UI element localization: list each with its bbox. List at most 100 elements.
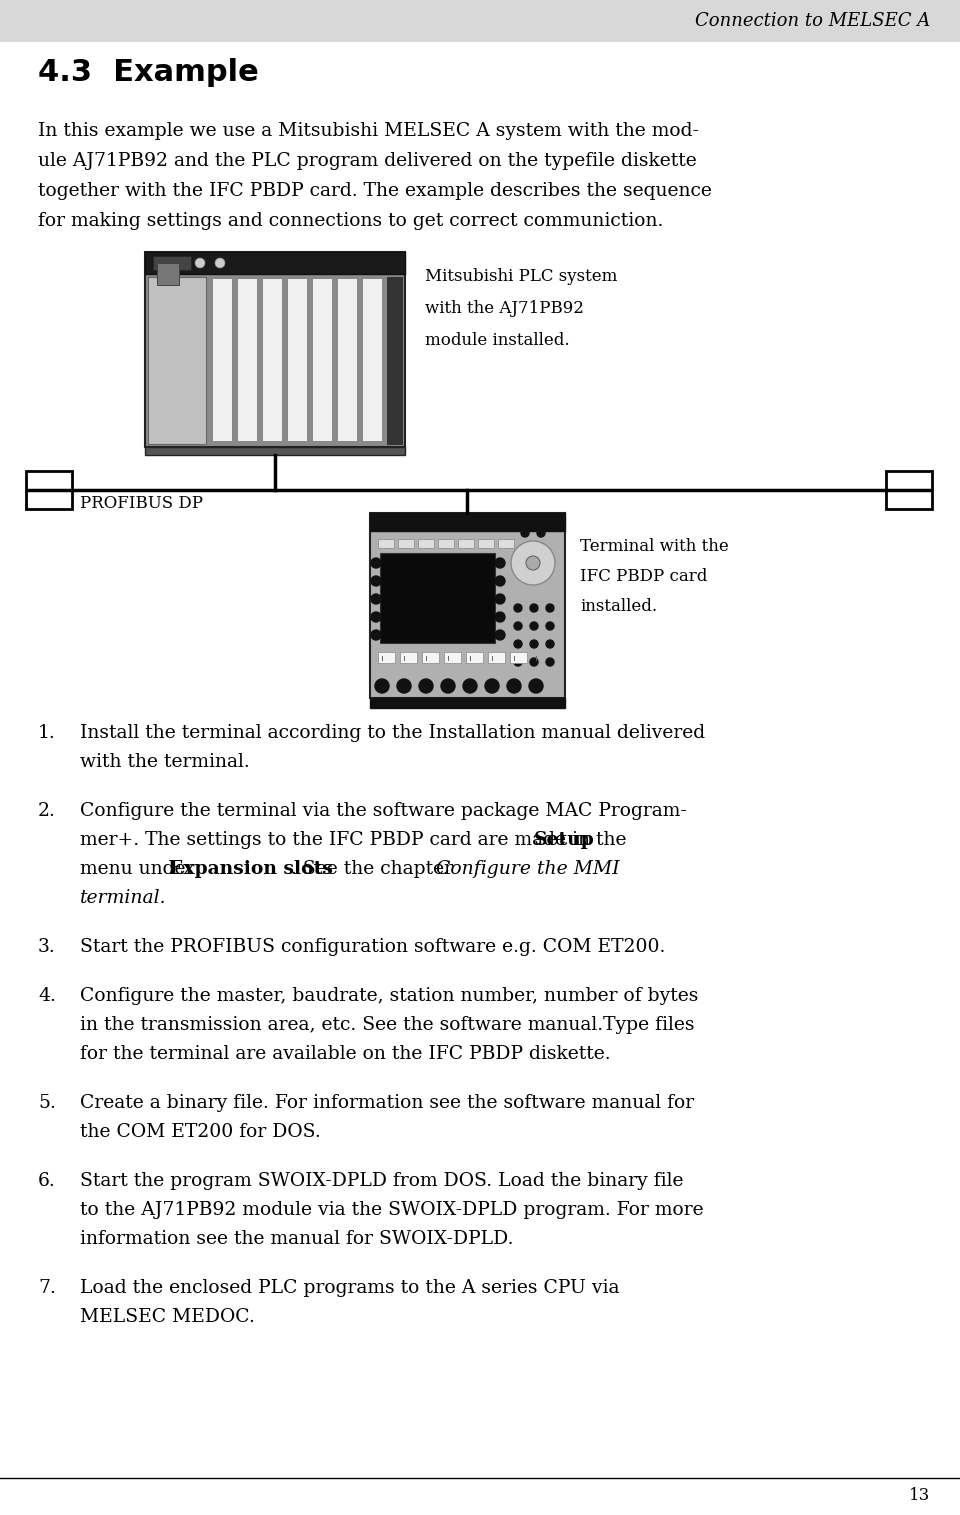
- Circle shape: [514, 639, 522, 648]
- Text: menu under: menu under: [80, 861, 201, 879]
- Bar: [145, 251, 405, 274]
- Bar: [157, 264, 179, 285]
- Text: ule AJ71PB92 and the PLC program delivered on the typefile diskette: ule AJ71PB92 and the PLC program deliver…: [38, 152, 697, 170]
- Circle shape: [514, 604, 522, 612]
- Circle shape: [530, 658, 538, 667]
- Bar: [387, 277, 402, 444]
- Text: Configure the MMI: Configure the MMI: [437, 861, 620, 879]
- Text: Create a binary file. For information see the software manual for: Create a binary file. For information se…: [80, 1094, 694, 1112]
- Text: Configure the master, baudrate, station number, number of bytes: Configure the master, baudrate, station …: [80, 986, 698, 1004]
- Text: Setup: Setup: [534, 832, 594, 848]
- Bar: [26, 471, 72, 509]
- Text: for making settings and connections to get correct communiction.: for making settings and connections to g…: [38, 212, 663, 230]
- Text: module installed.: module installed.: [425, 332, 569, 348]
- Text: 4.: 4.: [38, 986, 56, 1004]
- Bar: [312, 277, 332, 441]
- Bar: [510, 651, 527, 664]
- Bar: [237, 277, 257, 441]
- Circle shape: [195, 258, 205, 268]
- Bar: [370, 514, 565, 698]
- Bar: [145, 251, 405, 447]
- Bar: [370, 514, 565, 530]
- Bar: [488, 651, 505, 664]
- Bar: [0, 0, 960, 42]
- Text: Configure the terminal via the software package MAC Program-: Configure the terminal via the software …: [80, 801, 686, 820]
- Text: 1.: 1.: [38, 724, 56, 742]
- Text: to the AJ71PB92 module via the SWOIX-DPLD program. For more: to the AJ71PB92 module via the SWOIX-DPL…: [80, 1201, 704, 1220]
- Text: Start the program SWOIX-DPLD from DOS. Load the binary file: Start the program SWOIX-DPLD from DOS. L…: [80, 1173, 684, 1189]
- Text: Terminal with the: Terminal with the: [580, 538, 729, 554]
- Bar: [378, 651, 395, 664]
- Circle shape: [371, 630, 381, 639]
- Circle shape: [371, 612, 381, 623]
- Text: 13: 13: [909, 1486, 930, 1503]
- Text: Start the PROFIBUS configuration software e.g. COM ET200.: Start the PROFIBUS configuration softwar…: [80, 938, 665, 956]
- Text: 6.: 6.: [38, 1173, 56, 1189]
- Circle shape: [530, 604, 538, 612]
- Circle shape: [530, 639, 538, 648]
- Circle shape: [215, 258, 225, 268]
- Bar: [378, 539, 394, 548]
- Circle shape: [419, 679, 433, 692]
- Bar: [400, 651, 417, 664]
- Text: Expansion slots: Expansion slots: [169, 861, 333, 879]
- Circle shape: [546, 658, 554, 667]
- Circle shape: [495, 576, 505, 586]
- Text: Mitsubishi PLC system: Mitsubishi PLC system: [425, 268, 617, 285]
- Circle shape: [537, 529, 545, 536]
- Circle shape: [485, 679, 499, 692]
- Circle shape: [521, 529, 529, 536]
- Circle shape: [463, 679, 477, 692]
- Text: MELSEC MEDOC.: MELSEC MEDOC.: [80, 1307, 254, 1326]
- Circle shape: [546, 604, 554, 612]
- Circle shape: [514, 623, 522, 630]
- Circle shape: [511, 541, 555, 585]
- Bar: [337, 277, 357, 441]
- Text: Install the terminal according to the Installation manual delivered: Install the terminal according to the In…: [80, 724, 706, 742]
- Bar: [148, 277, 206, 444]
- Circle shape: [371, 594, 381, 604]
- Text: 7.: 7.: [38, 1279, 56, 1297]
- Bar: [145, 447, 405, 454]
- Circle shape: [507, 679, 521, 692]
- Bar: [398, 539, 414, 548]
- Circle shape: [375, 679, 389, 692]
- Text: 5.: 5.: [38, 1094, 56, 1112]
- Bar: [886, 471, 932, 509]
- Text: 3.: 3.: [38, 938, 56, 956]
- Bar: [262, 277, 282, 441]
- Bar: [466, 651, 483, 664]
- Circle shape: [495, 558, 505, 568]
- Text: Connection to MELSEC A: Connection to MELSEC A: [695, 12, 930, 30]
- Text: with the AJ71PB92: with the AJ71PB92: [425, 300, 584, 317]
- Text: 4.3  Example: 4.3 Example: [38, 58, 259, 86]
- Text: the COM ET200 for DOS.: the COM ET200 for DOS.: [80, 1123, 321, 1141]
- Circle shape: [371, 558, 381, 568]
- Text: installed.: installed.: [580, 598, 658, 615]
- Text: In this example we use a Mitsubishi MELSEC A system with the mod-: In this example we use a Mitsubishi MELS…: [38, 123, 699, 139]
- Text: PROFIBUS DP: PROFIBUS DP: [80, 495, 203, 512]
- Bar: [287, 277, 307, 441]
- Bar: [153, 256, 191, 270]
- Bar: [478, 539, 494, 548]
- Circle shape: [546, 639, 554, 648]
- Bar: [370, 698, 565, 708]
- Text: Load the enclosed PLC programs to the A series CPU via: Load the enclosed PLC programs to the A …: [80, 1279, 619, 1297]
- Bar: [380, 553, 495, 642]
- Text: . See the chapter: . See the chapter: [291, 861, 459, 879]
- Text: information see the manual for SWOIX-DPLD.: information see the manual for SWOIX-DPL…: [80, 1230, 514, 1248]
- Circle shape: [441, 679, 455, 692]
- Circle shape: [495, 612, 505, 623]
- Text: in the transmission area, etc. See the software manual.Type files: in the transmission area, etc. See the s…: [80, 1017, 694, 1035]
- Text: IFC PBDP card: IFC PBDP card: [580, 568, 708, 585]
- Bar: [438, 539, 454, 548]
- Bar: [212, 277, 232, 441]
- Circle shape: [530, 623, 538, 630]
- Circle shape: [514, 658, 522, 667]
- Text: for the terminal are available on the IFC PBDP diskette.: for the terminal are available on the IF…: [80, 1045, 611, 1064]
- Circle shape: [371, 576, 381, 586]
- Bar: [458, 539, 474, 548]
- Text: together with the IFC PBDP card. The example describes the sequence: together with the IFC PBDP card. The exa…: [38, 182, 712, 200]
- Bar: [422, 651, 439, 664]
- Text: with the terminal.: with the terminal.: [80, 753, 250, 771]
